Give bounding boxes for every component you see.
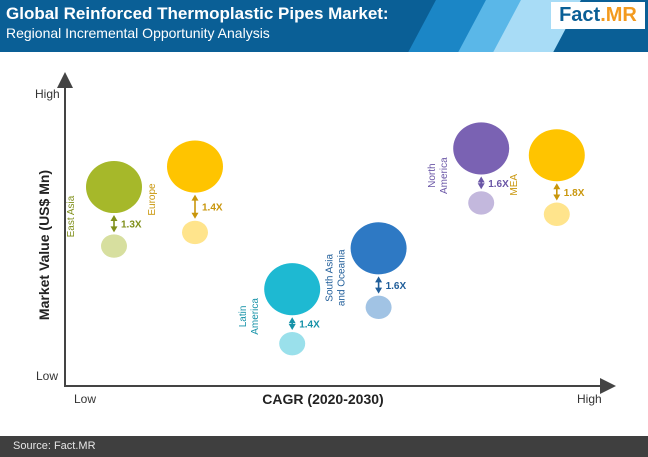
south-asia-and-oceania-region-label-line: and Oceania: [337, 249, 348, 306]
north-america-arrowhead-down: [477, 183, 485, 190]
south-asia-and-oceania-region-label-line: South Asia: [325, 253, 336, 301]
x-tick-high: High: [577, 392, 602, 406]
page-title: Global Reinforced Thermoplastic Pipes Ma…: [6, 4, 389, 23]
north-america-current-bubble: [468, 191, 495, 215]
east-asia-arrowhead-up: [110, 215, 118, 222]
latin-america-current-bubble: [279, 331, 306, 356]
mea-arrowhead-down: [553, 194, 561, 201]
footer-bar: Source: Fact.MR: [0, 436, 648, 457]
south-asia-and-oceania-arrowhead-up: [375, 276, 383, 283]
south-asia-and-oceania-region-label: South Asiaand Oceania: [325, 249, 348, 306]
north-america-multiplier-label: 1.6X: [488, 179, 509, 190]
east-asia-arrowhead-down: [110, 226, 118, 233]
logo-text-fact: Fact: [559, 4, 601, 26]
east-asia-future-bubble: [86, 160, 142, 214]
x-tick-low: Low: [74, 392, 96, 406]
latin-america-region-label-line: Latin: [238, 306, 249, 328]
north-america-region-label: NorthAmerica: [427, 157, 450, 194]
europe-region-label: Europe: [147, 183, 158, 216]
mea-future-bubble: [528, 129, 585, 182]
europe-arrowhead-down: [191, 212, 199, 219]
factmr-logo: Fact .MR: [551, 2, 645, 29]
north-america-region-label-line: America: [439, 157, 450, 194]
y-axis-title: Market Value (US$ Mn): [36, 170, 52, 320]
x-axis-title: CAGR (2020-2030): [262, 391, 383, 407]
page-subtitle: Regional Incremental Opportunity Analysi…: [6, 25, 270, 41]
europe-current-bubble: [182, 220, 208, 245]
y-tick-high: High: [35, 87, 60, 101]
europe-arrowhead-up: [191, 194, 199, 201]
mea-current-bubble: [543, 202, 570, 226]
east-asia-region-label: East Asia: [66, 195, 77, 237]
south-asia-and-oceania-future-bubble: [350, 222, 407, 275]
bubble-chart: Market Value (US$ Mn) CAGR (2020-2030) H…: [35, 72, 616, 407]
east-asia-region-label-line: East Asia: [66, 195, 77, 237]
latin-america-future-bubble: [264, 263, 321, 316]
logo-text-mr: .MR: [600, 4, 637, 26]
north-america-region-label-line: North: [427, 163, 438, 187]
east-asia-multiplier-label: 1.3X: [121, 220, 142, 231]
mea-region-label: MEA: [509, 174, 520, 196]
latin-america-multiplier-label: 1.4X: [299, 320, 320, 331]
header-banner: Global Reinforced Thermoplastic Pipes Ma…: [0, 0, 648, 52]
europe-region-label-line: Europe: [147, 183, 158, 216]
latin-america-region-label: LatinAmerica: [238, 298, 261, 335]
europe-multiplier-label: 1.4X: [202, 203, 223, 214]
south-asia-and-oceania-arrowhead-down: [375, 287, 383, 294]
europe-future-bubble: [167, 140, 223, 193]
south-asia-and-oceania-multiplier-label: 1.6X: [386, 281, 407, 292]
mea-arrowhead-up: [553, 183, 561, 190]
latin-america-arrowhead-down: [288, 323, 296, 330]
source-text: Source: Fact.MR: [13, 440, 96, 452]
mea-multiplier-label: 1.8X: [564, 188, 585, 199]
north-america-future-bubble: [453, 122, 510, 175]
y-tick-low: Low: [36, 369, 58, 383]
north-america-arrowhead-up: [477, 176, 485, 183]
latin-america-region-label-line: America: [250, 298, 261, 335]
east-asia-current-bubble: [101, 234, 127, 258]
mea-region-label-line: MEA: [509, 174, 520, 196]
south-asia-and-oceania-current-bubble: [365, 295, 392, 320]
latin-america-arrowhead-up: [288, 317, 296, 324]
